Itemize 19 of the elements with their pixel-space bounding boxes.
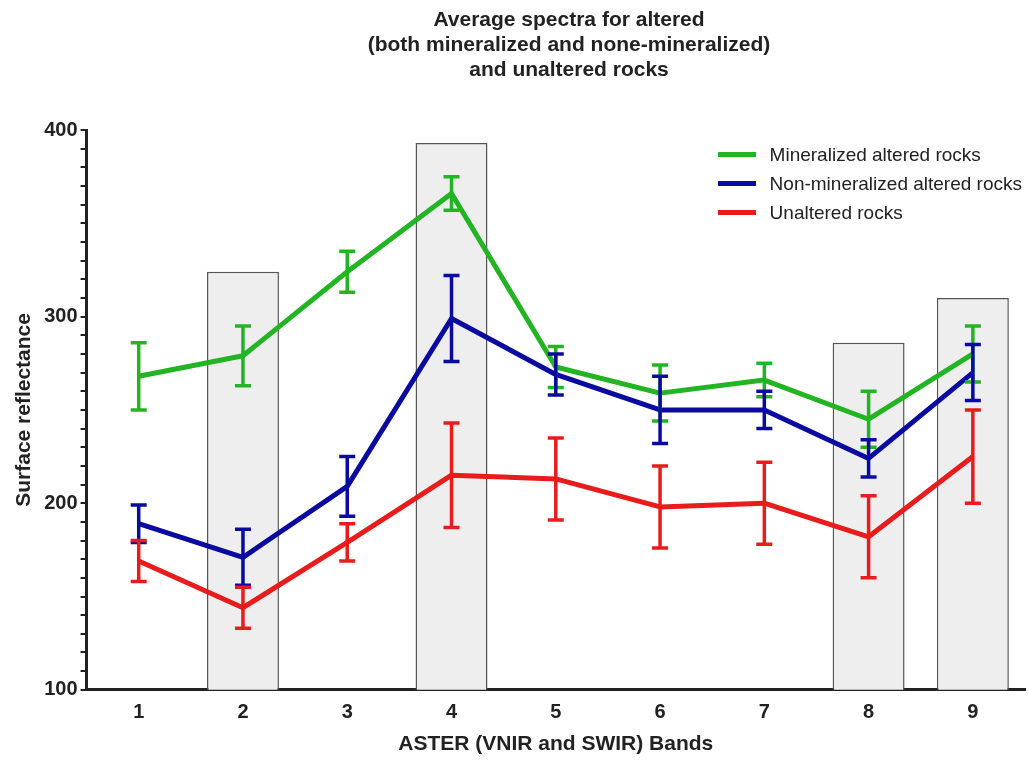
legend-label: Non-mineralized altered rocks	[769, 172, 1022, 195]
x-tick-label: 8	[863, 700, 875, 723]
y-tick-label: 200	[44, 490, 78, 513]
x-tick-label: 1	[133, 700, 145, 723]
x-axis-title: ASTER (VNIR and SWIR) Bands	[398, 731, 714, 755]
y-tick-label: 100	[44, 677, 78, 700]
y-tick-label: 400	[44, 117, 78, 140]
x-tick-label: 6	[654, 700, 666, 723]
x-tick-label: 5	[550, 700, 562, 723]
legend-label: Unaltered rocks	[769, 201, 903, 224]
x-tick-label: 3	[341, 700, 353, 723]
x-tick-label: 2	[237, 700, 249, 723]
x-tick-label: 4	[445, 700, 458, 723]
chart-title: Average spectra for altered (both mineralized and none-mineralized) and unaltered rocks	[366, 6, 772, 81]
y-axis-title: Surface reflectance	[11, 313, 35, 507]
x-tick-label: 9	[967, 700, 979, 723]
legend-label: Mineralized altered rocks	[769, 143, 981, 166]
x-tick-label: 7	[758, 700, 770, 723]
y-tick-label: 300	[44, 304, 78, 327]
